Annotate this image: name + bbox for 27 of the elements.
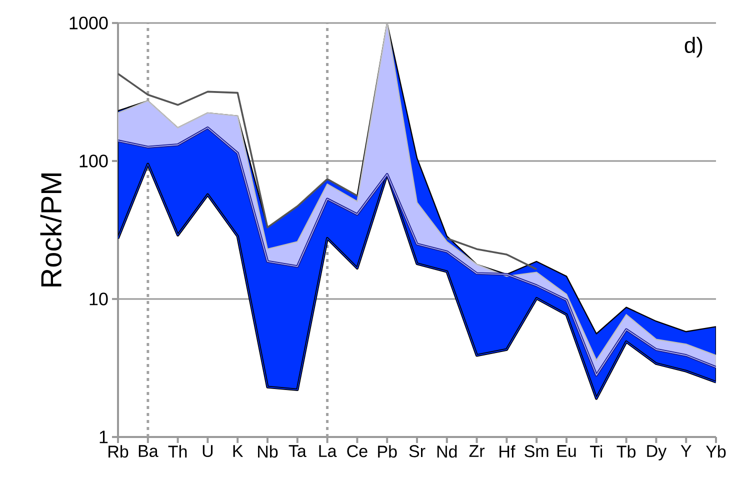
x-tick-label: Nb: [258, 445, 278, 458]
x-tick-label: Dy: [647, 445, 667, 460]
x-tick-label: Ta: [288, 445, 306, 458]
x-tick-label: Ce: [347, 445, 368, 458]
x-tick-label: Sm: [524, 445, 548, 458]
x-tick-label: Tb: [616, 445, 636, 458]
x-tick-label: Hf: [500, 445, 516, 458]
x-tick-label: Th: [168, 445, 187, 458]
x-tick-label: Eu: [558, 445, 576, 458]
y-tick-label: 1: [100, 430, 108, 444]
x-tick-label: La: [319, 445, 337, 458]
x-tick-label: Ba: [138, 445, 158, 458]
x-tick-label: Yb: [706, 445, 726, 458]
x-tick-label: Sr: [409, 445, 426, 458]
x-tick-label: Nd: [437, 445, 457, 458]
annotation: d): [684, 36, 702, 58]
x-tick-label: Ti: [590, 445, 602, 458]
y-tick-label: 10: [90, 292, 108, 306]
x-tick-label: Pb: [378, 445, 397, 458]
x-tick-label: Zr: [469, 445, 485, 457]
x-tick-label: Rb: [108, 445, 128, 458]
x-tick-label: Y: [680, 445, 692, 457]
y-tick-label: 100: [80, 154, 108, 168]
x-tick-label: U: [202, 445, 213, 458]
x-tick-label: K: [233, 445, 244, 457]
y-tick-label: 1000: [70, 16, 108, 30]
y-axis-title: Rock/PM: [40, 174, 62, 286]
